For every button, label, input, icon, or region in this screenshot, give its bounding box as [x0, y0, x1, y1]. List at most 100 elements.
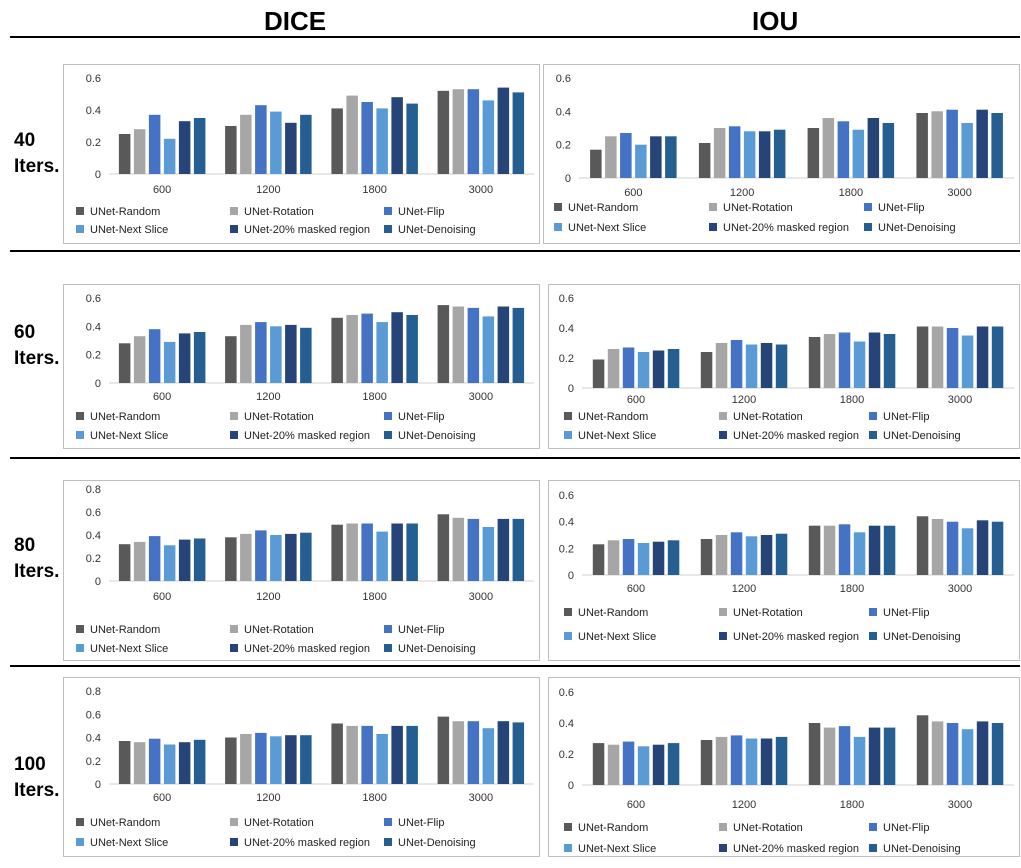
chart-legend: UNet-Random UNet-Rotation UNet-Flip UNet-Ne…	[64, 817, 541, 861]
iou-column-title: IOU	[752, 6, 799, 36]
legend-label: UNet-Rotation	[244, 817, 314, 829]
legend-label: UNet-Next Slice	[578, 843, 657, 855]
legend-label: UNet-Denoising	[398, 430, 476, 442]
bar	[758, 131, 771, 178]
bar	[667, 540, 680, 575]
bar	[346, 315, 358, 383]
bar-chart: 0 0.2 0.4 0.6 0.8 600 1200 1800 3000	[86, 686, 534, 804]
bar	[605, 136, 617, 178]
legend-label: UNet-20% masked region	[733, 631, 859, 643]
bar	[133, 129, 146, 174]
legend-swatch	[719, 844, 727, 853]
bar	[652, 541, 665, 575]
x-tick-label: 3000	[469, 591, 493, 603]
legend-label: UNet-Random	[90, 624, 161, 636]
bar	[391, 312, 403, 383]
row-label-iters: Iters.	[14, 561, 60, 582]
legend-item: UNet-Flip	[384, 817, 444, 829]
legend-label: UNet-Rotation	[723, 202, 793, 214]
legend-label: UNet-20% masked region	[244, 643, 370, 655]
legend-item: UNet-Rotation	[230, 206, 314, 218]
legend-swatch	[869, 632, 877, 641]
bar	[346, 95, 358, 174]
bar	[452, 721, 465, 784]
bar	[300, 735, 312, 784]
bar	[467, 307, 480, 383]
bar	[118, 134, 131, 174]
bar	[946, 521, 959, 575]
x-tick-label: 600	[624, 187, 642, 199]
legend-label: UNet-Rotation	[244, 411, 314, 423]
bar	[376, 531, 388, 581]
bar	[193, 332, 206, 383]
bar	[467, 721, 480, 784]
legend-swatch	[564, 608, 572, 617]
legend-swatch	[384, 818, 392, 827]
legend-swatch	[76, 838, 84, 847]
x-tick-label: 600	[153, 591, 171, 603]
legend-swatch	[384, 225, 392, 234]
legend-item: UNet-Denoising	[384, 224, 476, 236]
x-tick-label: 1200	[256, 391, 280, 403]
legend-swatch	[384, 838, 392, 847]
bar	[255, 105, 267, 174]
bar	[775, 736, 788, 785]
legend-item: UNet-Flip	[864, 202, 924, 214]
legend-label: UNet-Random	[578, 411, 649, 423]
y-tick-label: 0.4	[556, 106, 571, 118]
chart-panel: 0 0.2 0.4 0.6 600 1200 1800 3000 UNet-Random UNet…	[548, 284, 1020, 449]
y-tick-label: 0.4	[86, 530, 101, 542]
bar	[391, 97, 403, 174]
legend-swatch	[864, 203, 872, 212]
bar	[592, 743, 605, 785]
legend-swatch	[554, 203, 562, 212]
bar	[745, 738, 758, 785]
bar	[482, 527, 495, 581]
bar	[700, 352, 713, 388]
row-label-60: 60 Iters.	[14, 320, 59, 372]
bar	[331, 524, 343, 581]
bar	[961, 335, 974, 388]
legend-item: UNet-Flip	[869, 411, 929, 423]
bar	[730, 340, 743, 388]
bar	[133, 742, 146, 784]
x-tick-label: 3000	[948, 394, 972, 406]
legend-item: UNet-Denoising	[384, 837, 476, 849]
x-tick-label: 600	[153, 184, 171, 196]
bar	[163, 744, 176, 784]
bar	[285, 533, 297, 581]
bar	[775, 344, 788, 388]
legend-item: UNet-Flip	[384, 624, 444, 636]
bar	[163, 138, 176, 174]
legend-label: UNet-Flip	[398, 817, 445, 829]
bar-chart: 0 0.2 0.4 0.6 600 1200 1800 3000	[559, 490, 1014, 595]
legend-swatch	[869, 823, 877, 832]
x-tick-label: 3000	[947, 187, 971, 199]
y-tick-label: 0.6	[559, 687, 574, 699]
y-tick-label: 0.8	[86, 686, 101, 698]
legend-label: UNet-Denoising	[883, 631, 961, 643]
bar	[437, 90, 450, 174]
bar	[512, 92, 525, 174]
y-tick-label: 0.2	[559, 353, 574, 365]
bar	[331, 723, 343, 784]
x-tick-label: 1800	[362, 591, 386, 603]
bar	[452, 89, 465, 174]
row-label-iters: Iters.	[14, 348, 60, 369]
bar	[622, 347, 635, 388]
legend-label: UNet-Rotation	[733, 607, 803, 619]
legend-swatch	[554, 223, 562, 232]
legend-swatch	[384, 625, 392, 634]
legend-item: UNet-Denoising	[384, 430, 476, 442]
legend-item: UNet-Denoising	[384, 643, 476, 655]
y-tick-label: 0.2	[86, 350, 101, 362]
bar-chart: 0 0.2 0.4 0.6 600 1200 1800 3000	[559, 293, 1014, 406]
legend-label: UNet-Denoising	[398, 643, 476, 655]
legend-item: UNet-20% masked region	[709, 222, 849, 234]
bar	[823, 334, 836, 388]
bar	[376, 108, 388, 174]
bar	[361, 725, 373, 784]
legend-swatch	[76, 644, 84, 653]
bar	[406, 103, 418, 174]
bar	[868, 525, 881, 575]
